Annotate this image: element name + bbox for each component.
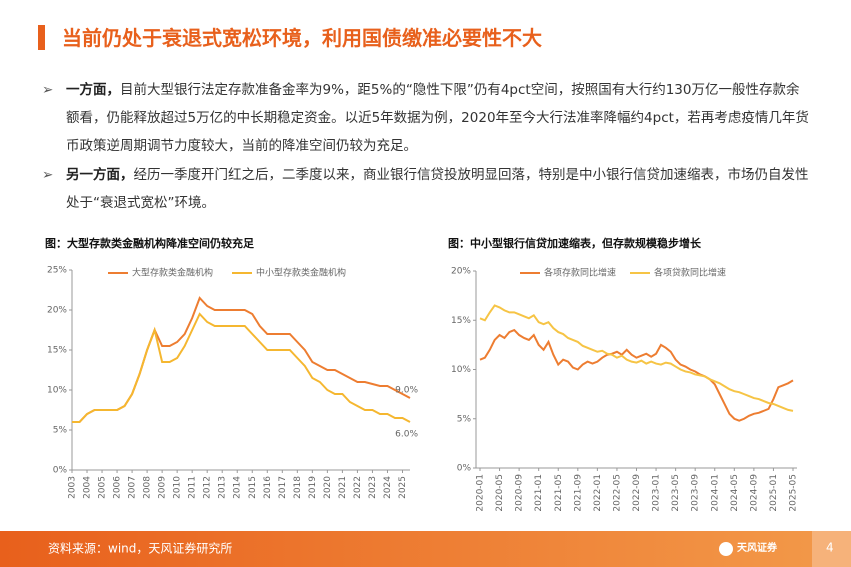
page-box xyxy=(812,531,851,567)
x-tick-label: 2012 xyxy=(203,476,213,499)
series-line xyxy=(72,296,411,423)
annotation: 9.0% xyxy=(395,386,418,396)
y-tick-label: 15% xyxy=(47,346,67,356)
x-tick-label: 2016 xyxy=(263,476,273,499)
y-tick-label: 10% xyxy=(47,386,67,396)
legend-label: 中小型存款类金融机构 xyxy=(256,267,346,279)
x-tick-label: 2020-09 xyxy=(515,474,525,512)
y-tick-label: 25% xyxy=(47,266,67,276)
x-tick-label: 2024-09 xyxy=(749,474,759,512)
x-tick-label: 2008 xyxy=(143,476,153,499)
slide-title: 当前仍处于衰退式宽松环境，利用国债缴准必要性不大 xyxy=(62,26,542,50)
y-tick-label: 5% xyxy=(53,426,68,436)
y-tick-label: 0% xyxy=(457,464,472,474)
x-tick-label: 2013 xyxy=(218,476,228,499)
legend-label: 大型存款类金融机构 xyxy=(132,267,213,279)
y-tick-label: 15% xyxy=(451,316,471,326)
x-tick-label: 2022-05 xyxy=(612,474,622,512)
x-tick-label: 2025-05 xyxy=(789,474,799,512)
annotation: 6.0% xyxy=(395,430,418,440)
x-tick-label: 2020 xyxy=(323,476,333,499)
page-number: 4 xyxy=(826,541,834,555)
legend-label: 各项存款同比增速 xyxy=(544,267,616,279)
title-bar xyxy=(38,25,45,50)
footer-band xyxy=(0,531,851,567)
bullet: ➢ 另一方面，经历一季度开门红之后，二季度以来，商业银行信贷投放明显回落，特别是中… xyxy=(42,167,809,211)
x-tick-label: 2022-09 xyxy=(632,474,642,512)
y-tick-label: 5% xyxy=(457,414,472,424)
x-tick-label: 2021-05 xyxy=(554,474,564,512)
x-tick-label: 2003 xyxy=(68,476,78,499)
series-line xyxy=(479,304,794,412)
x-tick-label: 2021-01 xyxy=(534,474,544,512)
x-tick-label: 2015 xyxy=(248,476,258,499)
logo-icon xyxy=(719,542,733,556)
bullet: ➢ 一方面，目前大型银行法定存款准备金率为9%，距5%的“隐性下限”仍有4pct空… xyxy=(42,82,809,154)
x-tick-label: 2023-05 xyxy=(671,474,681,512)
x-tick-label: 2007 xyxy=(128,476,138,499)
x-tick-label: 2024-05 xyxy=(730,474,740,512)
x-tick-label: 2018 xyxy=(293,476,303,499)
x-tick-label: 2010 xyxy=(173,476,183,499)
x-tick-label: 2023 xyxy=(368,476,378,499)
x-tick-label: 2025 xyxy=(398,476,408,499)
x-tick-label: 2009 xyxy=(158,476,168,499)
x-tick-label: 2023-01 xyxy=(652,474,662,512)
x-tick-label: 2020-05 xyxy=(495,474,505,512)
x-tick-label: 2019 xyxy=(308,476,318,499)
x-tick-label: 2004 xyxy=(83,476,93,499)
x-tick-label: 2023-09 xyxy=(691,474,701,512)
x-tick-label: 2022 xyxy=(353,476,363,499)
x-tick-label: 2021-09 xyxy=(573,474,583,512)
x-tick-label: 2021 xyxy=(338,476,348,499)
legend-label: 各项贷款同比增速 xyxy=(654,267,726,279)
series-line xyxy=(72,312,411,423)
x-tick-label: 2025-01 xyxy=(769,474,779,512)
y-tick-label: 0% xyxy=(53,466,68,476)
x-tick-label: 2005 xyxy=(98,476,108,499)
x-tick-label: 2014 xyxy=(233,476,243,499)
logo: 天风证券 xyxy=(737,541,778,554)
x-tick-label: 2017 xyxy=(278,476,288,499)
x-tick-label: 2006 xyxy=(113,476,123,499)
series-line xyxy=(479,328,794,422)
y-tick-label: 20% xyxy=(47,306,67,316)
bullet-lead: 一方面， xyxy=(66,82,120,98)
y-tick-label: 10% xyxy=(451,365,471,375)
x-tick-label: 2022-01 xyxy=(593,474,603,512)
x-tick-label: 2024 xyxy=(383,476,393,499)
chart-title: 图：中小型银行信贷加速缩表，但存款规模稳步增长 xyxy=(448,236,702,250)
x-tick-label: 2011 xyxy=(188,476,198,499)
x-tick-label: 2020-01 xyxy=(476,474,486,512)
x-tick-label: 2024-01 xyxy=(710,474,720,512)
footer-source: 资料来源：wind，天风证券研究所 xyxy=(48,541,232,556)
chart-title: 图：大型存款类金融机构降准空间仍较充足 xyxy=(45,236,255,250)
bullet-text: 目前大型银行法定存款准备金率为9%，距5%的“隐性下限”仍有4pct空间，按照国… xyxy=(66,82,809,154)
bullet-text: 经历一季度开门红之后，二季度以来，商业银行信贷投放明显回落，特别是中小银行信贷加… xyxy=(66,167,809,211)
y-tick-label: 20% xyxy=(451,267,471,277)
bullet-lead: 另一方面， xyxy=(66,167,134,183)
